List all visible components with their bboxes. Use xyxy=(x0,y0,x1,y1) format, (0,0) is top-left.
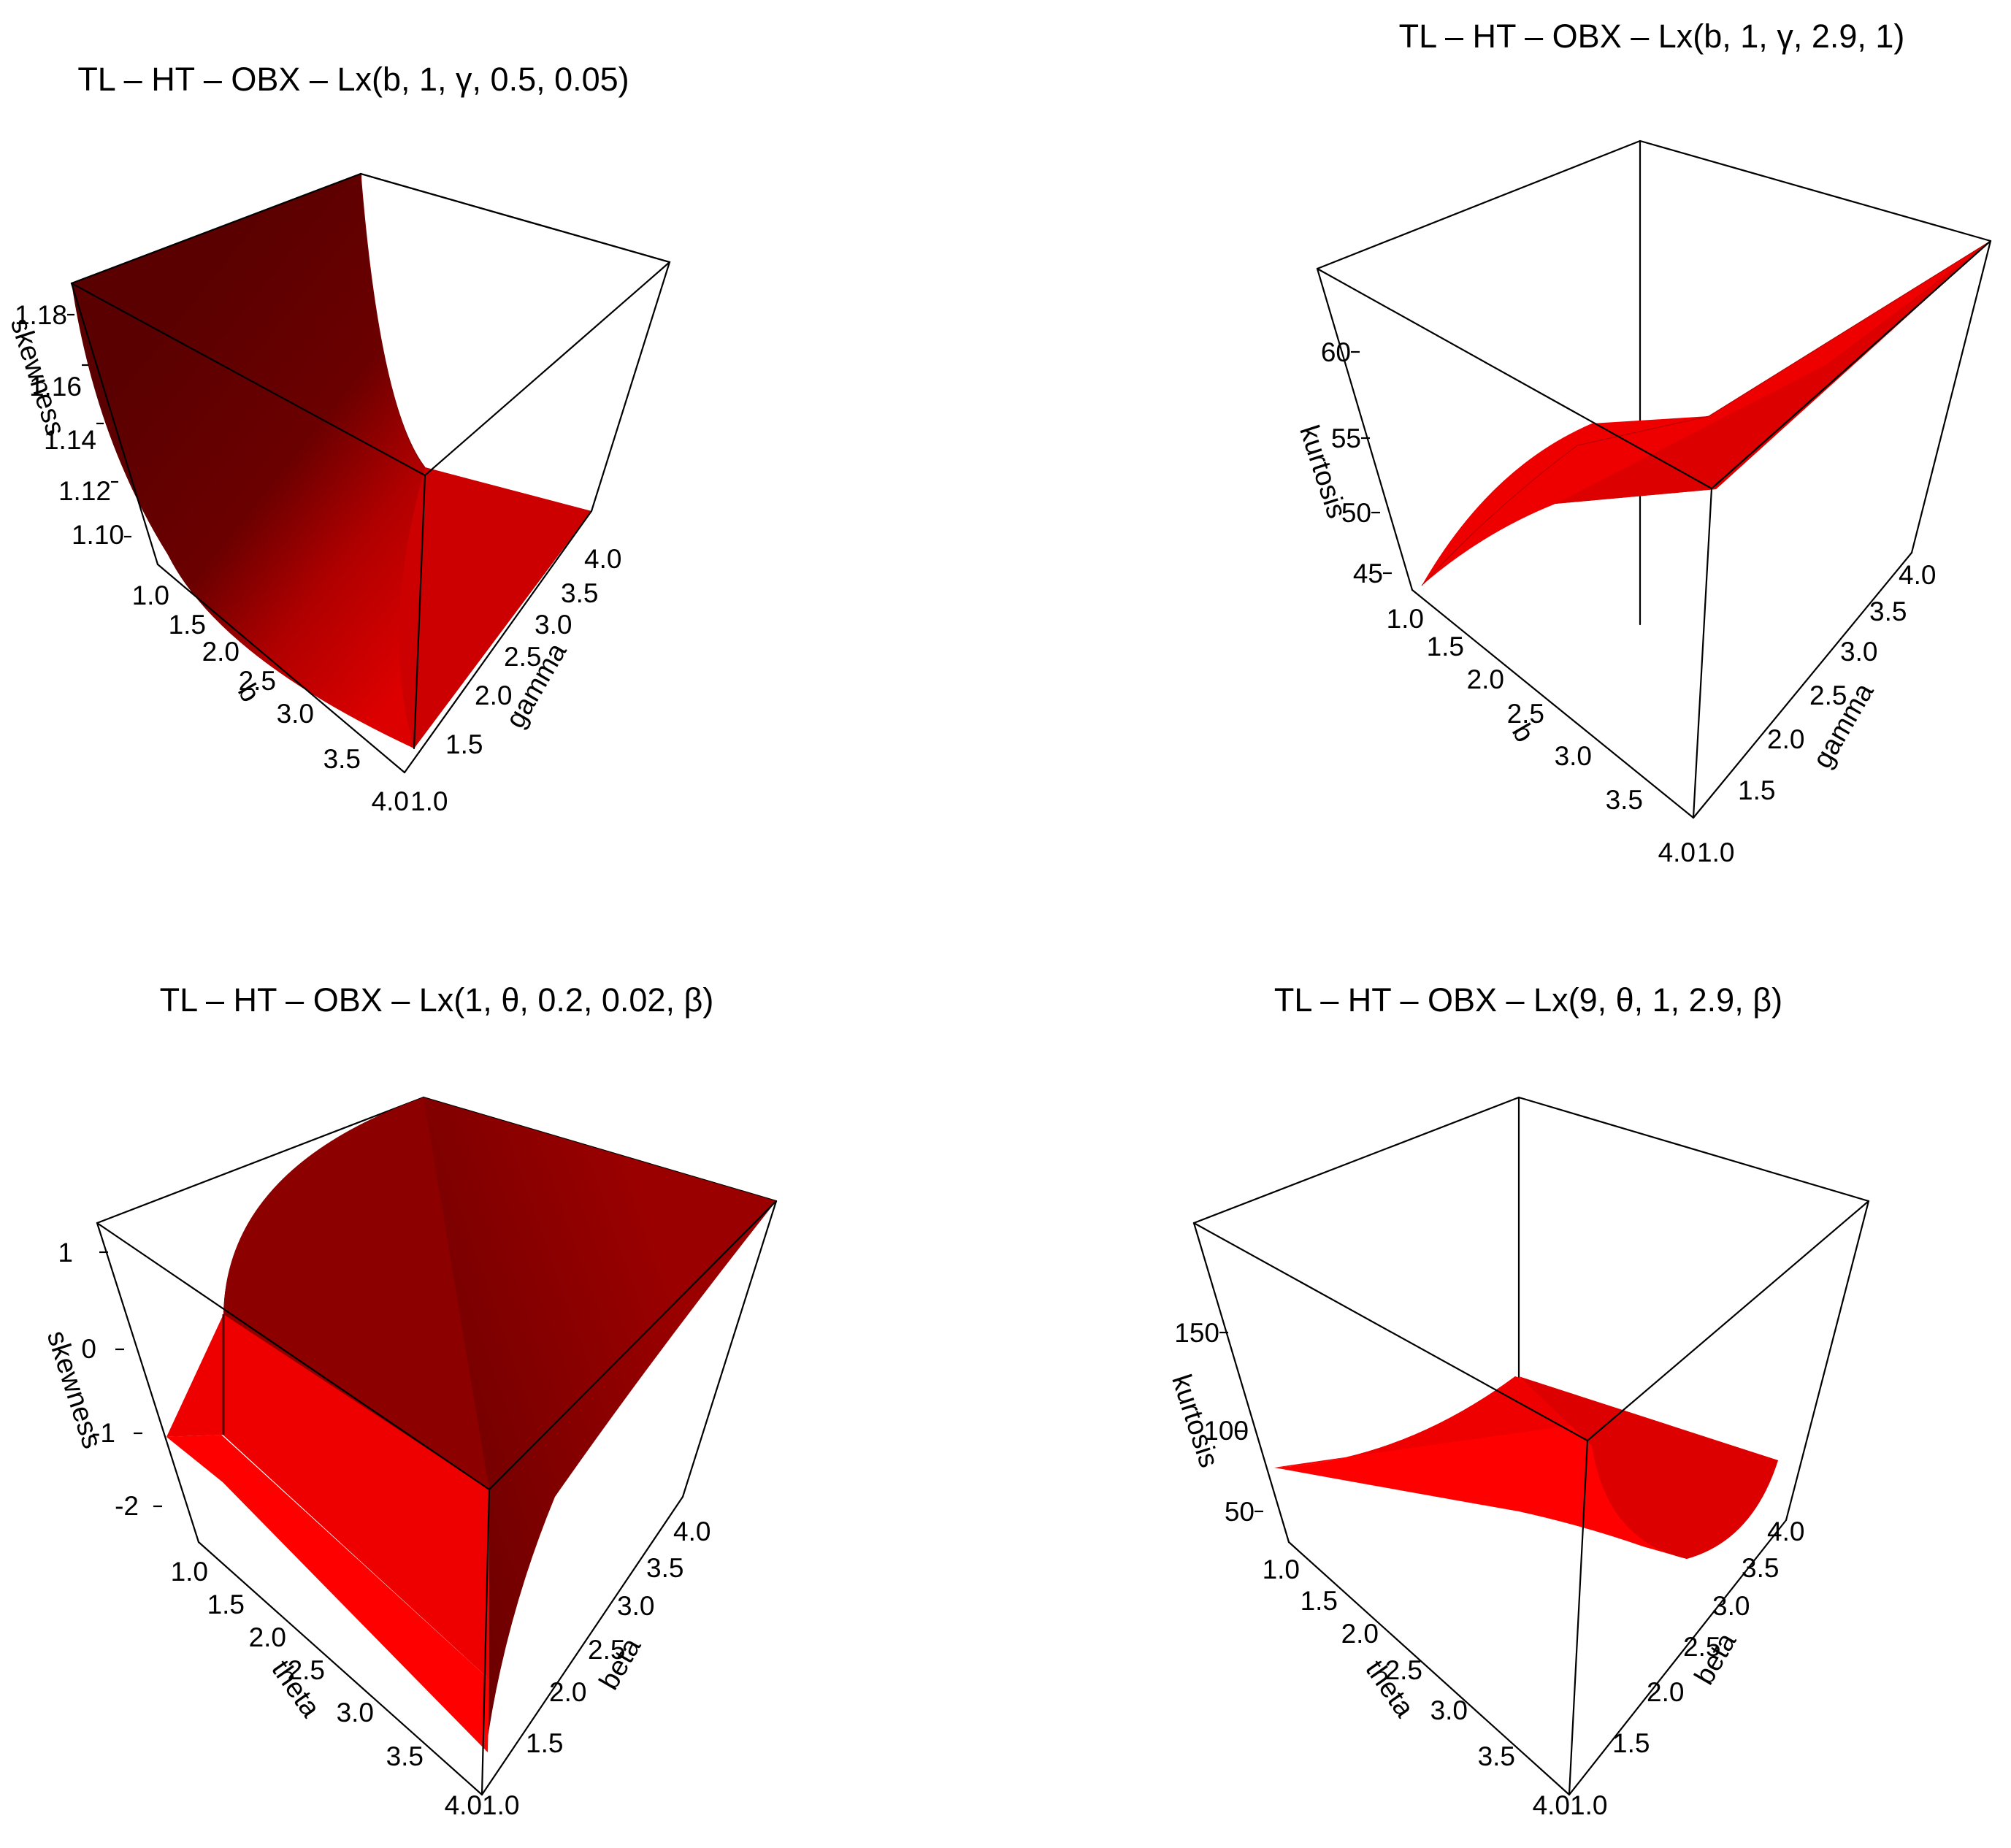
x-tick-label: 1.5 xyxy=(1427,632,1464,662)
y-tick-label: 4.0 xyxy=(584,544,621,574)
y-tick-label: 3.0 xyxy=(1712,1591,1750,1621)
y-tick-label: 2.0 xyxy=(1647,1677,1684,1707)
x-tick-label: 3.5 xyxy=(1478,1741,1515,1771)
y-tick-label: 4.0 xyxy=(1899,560,1936,590)
x-tick-label: 1.0 xyxy=(1387,604,1424,634)
x-tick-label: 1.5 xyxy=(1301,1586,1338,1616)
y-tick-label: 2.5 xyxy=(588,1635,625,1665)
z-tick-label: 1 xyxy=(58,1238,73,1268)
z-tick-label: 150 xyxy=(1174,1318,1219,1348)
x-tick-label: 1.5 xyxy=(207,1590,245,1619)
y-tick-label: 2.5 xyxy=(504,642,541,672)
x-axis: 1.0 1.5 2.0 2.5 3.0 3.5 4.0 b xyxy=(1387,604,1696,867)
y-tick-label: 1.0 xyxy=(1570,1790,1607,1820)
z-tick-label: 55 xyxy=(1331,423,1361,453)
z-tick-label: -2 xyxy=(115,1491,139,1521)
x-tick-label: 3.0 xyxy=(1430,1695,1468,1725)
x-tick-label: 3.5 xyxy=(323,744,361,774)
z-tick-label: 1.16 xyxy=(29,372,82,402)
y-tick-label: 2.0 xyxy=(549,1677,586,1707)
surface xyxy=(166,1097,776,1752)
z-tick-label: 50 xyxy=(1225,1497,1255,1527)
z-axis: 1 0 -1 -2 skewness xyxy=(41,1238,162,1521)
surface xyxy=(1274,1376,1778,1559)
surface xyxy=(72,173,591,748)
panel-kurt-gamma: TL – HT – OBX – Lx(b, 1, γ, 2.9, 1) 60 5… xyxy=(1293,18,1992,867)
z-tick-label: 100 xyxy=(1203,1416,1249,1446)
y-tick-label: 2.0 xyxy=(1767,724,1804,754)
x-tick-label: 3.0 xyxy=(1555,741,1592,771)
y-tick-label: 3.5 xyxy=(1742,1553,1779,1583)
panel-title: TL – HT – OBX – Lx(b, 1, γ, 2.9, 1) xyxy=(1399,18,1905,55)
x-tick-label: 1.0 xyxy=(171,1557,208,1587)
x-tick-label: 2.0 xyxy=(249,1622,286,1652)
x-tick-label: 3.5 xyxy=(386,1741,424,1771)
x-tick-label: 4.0 xyxy=(445,1790,482,1820)
y-tick-label: 3.0 xyxy=(1840,637,1877,667)
z-axis: 60 55 50 45 kurtosis xyxy=(1293,337,1392,588)
z-tick-label: 1.14 xyxy=(44,425,96,455)
x-tick-label: 2.5 xyxy=(1507,699,1544,729)
y-tick-label: 3.5 xyxy=(1869,597,1907,626)
x-tick-label: 3.0 xyxy=(337,1698,374,1728)
z-tick-label: 60 xyxy=(1321,337,1351,367)
y-tick-label: 3.5 xyxy=(561,578,598,608)
z-tick-label: 50 xyxy=(1341,498,1371,528)
y-tick-label: 1.0 xyxy=(1697,837,1734,867)
x-tick-label: 2.5 xyxy=(1385,1655,1422,1685)
z-axis-label: skewness xyxy=(41,1327,108,1452)
y-tick-label: 2.5 xyxy=(1809,680,1847,710)
z-tick-label: 45 xyxy=(1353,559,1383,588)
y-tick-label: 4.0 xyxy=(673,1517,710,1546)
y-tick-label: 2.0 xyxy=(475,680,512,710)
x-axis: 1.0 1.5 2.0 2.5 3.0 3.5 4.0 theta xyxy=(1263,1554,1570,1820)
x-tick-label: 1.0 xyxy=(1263,1554,1300,1584)
y-tick-label: 1.5 xyxy=(1612,1728,1650,1758)
z-tick-label: 0 xyxy=(81,1334,96,1364)
x-tick-label: 4.0 xyxy=(1533,1790,1570,1820)
x-tick-label: 2.0 xyxy=(202,637,240,667)
panel-kurt-beta: TL – HT – OBX – Lx(9, θ, 1, 2.9, β) 150 … xyxy=(1165,981,1870,1820)
z-tick-label: 1.10 xyxy=(72,520,124,550)
y-tick-label: 1.5 xyxy=(526,1728,563,1758)
x-tick-label: 4.0 xyxy=(372,786,409,816)
x-tick-label: 3.5 xyxy=(1606,785,1643,815)
panel-skew-beta: TL – HT – OBX – Lx(1, θ, 0.2, 0.02, β) xyxy=(41,981,778,1820)
x-tick-label: 1.0 xyxy=(132,580,169,610)
x-tick-label: 2.5 xyxy=(288,1655,325,1685)
x-tick-label: 2.0 xyxy=(1341,1619,1379,1649)
panel-skew-gamma: TL – HT – OBX – Lx(b, 1, γ, 0.5, 0.05) xyxy=(4,61,671,816)
y-axis: 1.0 1.5 2.0 2.5 3.0 3.5 4.0 beta xyxy=(1570,1517,1804,1820)
y-tick-label: 3.0 xyxy=(617,1591,654,1621)
y-tick-label: 4.0 xyxy=(1767,1517,1804,1546)
y-tick-label: 3.0 xyxy=(535,610,572,640)
panel-title: TL – HT – OBX – Lx(b, 1, γ, 0.5, 0.05) xyxy=(77,61,629,98)
surface xyxy=(1421,240,1991,586)
x-tick-label: 4.0 xyxy=(1658,837,1696,867)
panel-title: TL – HT – OBX – Lx(1, θ, 0.2, 0.02, β) xyxy=(160,981,714,1019)
z-tick-label: 1.18 xyxy=(15,300,67,330)
y-tick-label: 1.0 xyxy=(482,1790,519,1820)
x-tick-label: 1.5 xyxy=(169,610,206,640)
y-tick-label: 1.5 xyxy=(445,729,483,759)
y-axis: 1.0 1.5 2.0 2.5 3.0 3.5 4.0 gamma xyxy=(1697,560,1936,867)
y-tick-label: 3.5 xyxy=(646,1553,683,1583)
x-tick-label: 2.0 xyxy=(1467,664,1504,694)
z-tick-label: -1 xyxy=(91,1418,115,1448)
y-tick-label: 1.5 xyxy=(1738,775,1775,805)
x-tick-label: 2.5 xyxy=(239,666,276,696)
z-tick-label: 1.12 xyxy=(58,476,111,506)
x-tick-label: 3.0 xyxy=(277,699,314,729)
y-tick-label: 1.0 xyxy=(410,786,448,816)
z-axis: 150 100 50 kurtosis xyxy=(1165,1318,1263,1527)
panel-title: TL – HT – OBX – Lx(9, θ, 1, 2.9, β) xyxy=(1274,981,1782,1019)
y-tick-label: 2.5 xyxy=(1683,1632,1720,1662)
